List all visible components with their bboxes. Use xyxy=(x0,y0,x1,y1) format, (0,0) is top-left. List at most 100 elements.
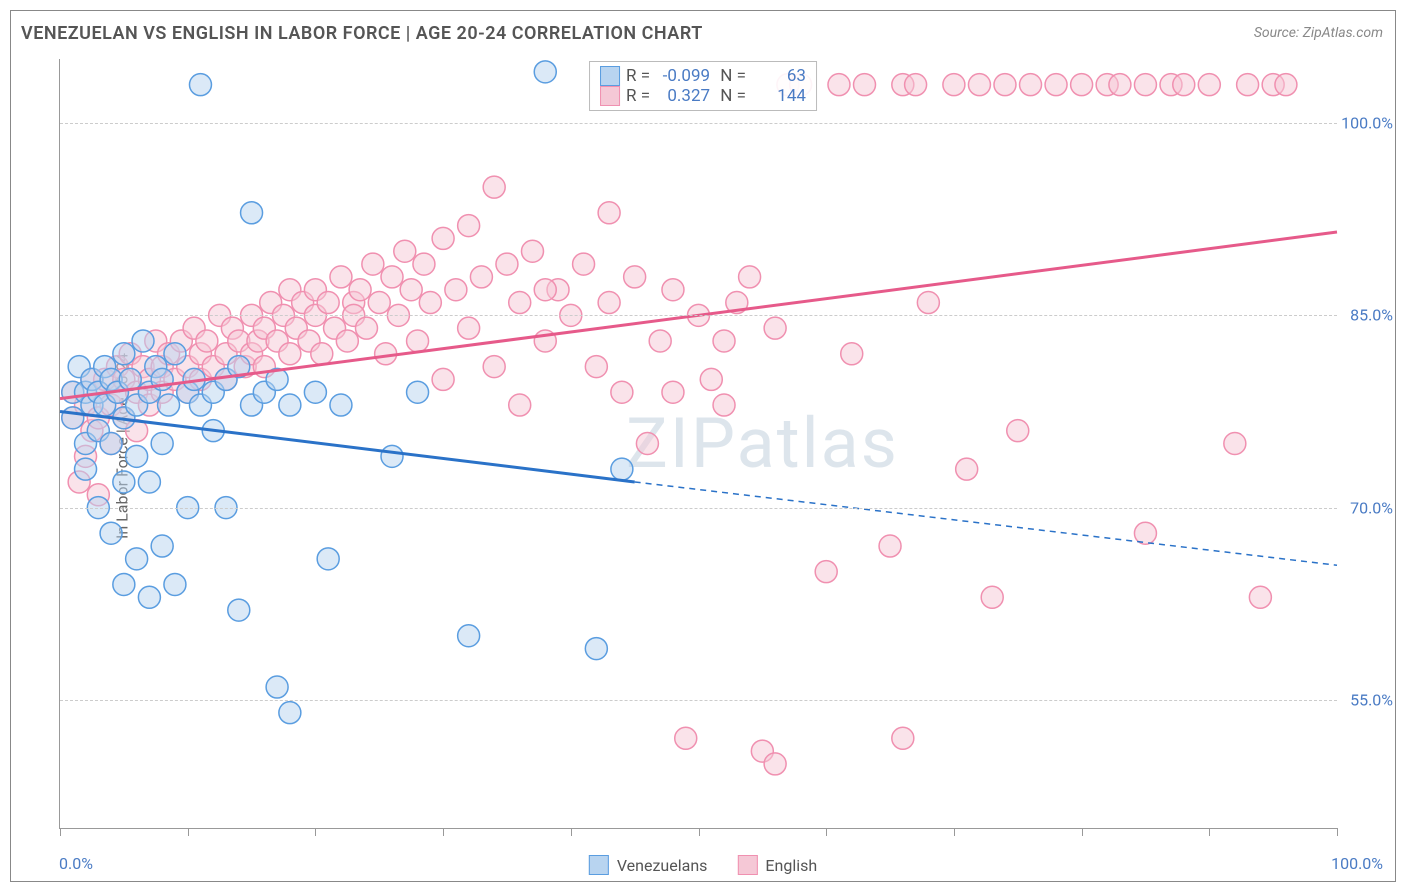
plot-area: ZIPatlas 55.0%70.0%85.0%100.0% xyxy=(59,59,1337,829)
data-point xyxy=(126,548,148,570)
venezuelans-swatch-icon xyxy=(600,66,620,86)
data-point xyxy=(764,753,786,775)
data-point xyxy=(113,343,135,365)
data-point xyxy=(470,266,492,288)
data-point xyxy=(1045,74,1067,96)
data-point xyxy=(700,368,722,390)
data-point xyxy=(196,330,218,352)
venezuelans-n-value: 63 xyxy=(752,66,806,86)
data-point xyxy=(407,381,429,403)
data-point xyxy=(815,561,837,583)
chart-container: VENEZUELAN VS ENGLISH IN LABOR FORCE | A… xyxy=(10,10,1396,882)
english-swatch-icon xyxy=(600,86,620,106)
data-point xyxy=(158,394,180,416)
x-tick xyxy=(443,828,444,836)
data-point xyxy=(164,343,186,365)
data-point xyxy=(113,471,135,493)
data-point xyxy=(132,330,154,352)
data-point xyxy=(1020,74,1042,96)
data-point xyxy=(521,240,543,262)
data-point xyxy=(362,253,384,275)
data-point xyxy=(164,573,186,595)
data-point xyxy=(458,625,480,647)
scatter-plot-svg xyxy=(60,59,1337,828)
x-tick xyxy=(188,828,189,836)
x-axis-min-label: 0.0% xyxy=(59,854,93,873)
data-point xyxy=(151,433,173,455)
grid-line xyxy=(60,315,1337,316)
data-point xyxy=(892,727,914,749)
data-point xyxy=(917,292,939,314)
data-point xyxy=(75,458,97,480)
data-point xyxy=(713,394,735,416)
data-point xyxy=(573,253,595,275)
data-point xyxy=(394,240,416,262)
data-point xyxy=(739,266,761,288)
data-point xyxy=(100,433,122,455)
x-tick xyxy=(954,828,955,836)
data-point xyxy=(534,279,556,301)
data-point xyxy=(336,330,358,352)
x-axis-max-label: 100.0% xyxy=(1331,854,1383,873)
data-point xyxy=(413,253,435,275)
data-point xyxy=(598,202,620,224)
data-point xyxy=(113,573,135,595)
data-point xyxy=(1198,74,1220,96)
data-point xyxy=(241,202,263,224)
data-point xyxy=(662,381,684,403)
data-point xyxy=(228,599,250,621)
x-tick xyxy=(699,828,700,836)
y-tick-label: 55.0% xyxy=(1350,690,1393,709)
data-point xyxy=(1224,433,1246,455)
data-point xyxy=(585,638,607,660)
chart-title: VENEZUELAN VS ENGLISH IN LABOR FORCE | A… xyxy=(21,23,703,44)
data-point xyxy=(675,727,697,749)
data-point xyxy=(1134,74,1156,96)
data-point xyxy=(713,330,735,352)
data-point xyxy=(483,356,505,378)
data-point xyxy=(445,279,467,301)
data-point xyxy=(381,445,403,467)
data-point xyxy=(1173,74,1195,96)
y-tick-label: 70.0% xyxy=(1350,498,1393,517)
data-point xyxy=(330,394,352,416)
data-point xyxy=(611,458,633,480)
data-point xyxy=(189,74,211,96)
data-point xyxy=(458,215,480,237)
data-point xyxy=(1249,586,1271,608)
data-point xyxy=(419,292,441,314)
data-point xyxy=(279,343,301,365)
data-point xyxy=(317,548,339,570)
correlation-stats-box: R = -0.099 N = 63 R = 0.327 N = 144 xyxy=(589,61,817,111)
x-tick xyxy=(60,828,61,836)
data-point xyxy=(407,330,429,352)
data-point xyxy=(994,74,1016,96)
data-point xyxy=(968,74,990,96)
data-point xyxy=(649,330,671,352)
data-point xyxy=(138,586,160,608)
data-point xyxy=(1007,420,1029,442)
data-point xyxy=(279,702,301,724)
data-point xyxy=(458,317,480,339)
data-point xyxy=(509,292,531,314)
data-point xyxy=(905,74,927,96)
venezuelans-legend-swatch-icon xyxy=(589,855,609,875)
data-point xyxy=(879,535,901,557)
data-point xyxy=(981,586,1003,608)
data-point xyxy=(400,279,422,301)
source-label: Source: ZipAtlas.com xyxy=(1254,25,1383,41)
data-point xyxy=(509,394,531,416)
data-point xyxy=(432,227,454,249)
x-tick xyxy=(315,828,316,836)
legend: Venezuelans English xyxy=(589,855,817,875)
x-tick xyxy=(826,828,827,836)
data-point xyxy=(956,458,978,480)
data-point xyxy=(432,368,454,390)
data-point xyxy=(1237,74,1259,96)
data-point xyxy=(138,471,160,493)
english-legend-label: English xyxy=(765,856,817,875)
data-point xyxy=(828,74,850,96)
data-point xyxy=(585,356,607,378)
x-tick xyxy=(1209,828,1210,836)
data-point xyxy=(381,266,403,288)
